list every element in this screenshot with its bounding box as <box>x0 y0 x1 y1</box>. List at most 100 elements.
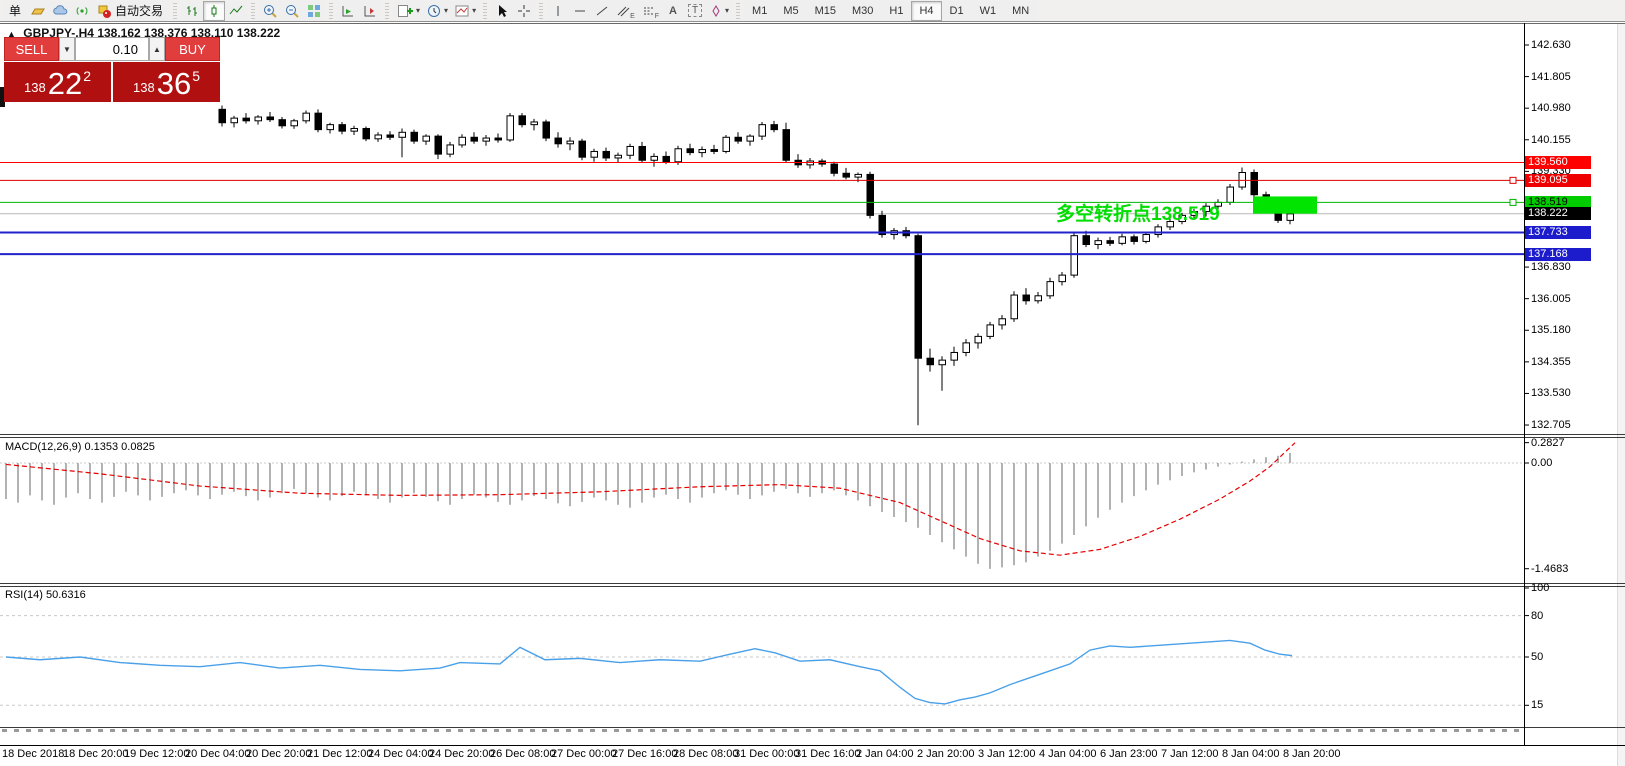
auto-scroll-icon <box>340 3 356 19</box>
channel-tool-button[interactable]: E <box>613 0 638 21</box>
toolbar-separator <box>251 2 256 19</box>
axis-tick-label: 142.630 <box>1531 39 1571 51</box>
buy-price-display[interactable]: 138 36 5 <box>113 62 220 102</box>
trendline-icon <box>594 3 610 19</box>
periods-button[interactable]: ▾ <box>423 0 452 21</box>
timeframe-group: M1 M5 M15 M30 H1 H4 D1 W1 MN <box>744 0 1038 21</box>
cursor-icon <box>494 3 510 19</box>
macd-name: MACD(12,26,9) <box>5 441 82 453</box>
auto-scroll-button[interactable] <box>337 0 360 21</box>
bar-chart-icon <box>184 3 200 19</box>
chevron-down-icon: ▾ <box>444 6 449 15</box>
tile-windows-button[interactable] <box>303 0 326 21</box>
indicators-button[interactable]: ▾ <box>393 0 424 21</box>
chart-overlay: 142.630 141.805 140.980 140.155 139.330 136.8… <box>0 23 1625 766</box>
time-axis-label: 24 Dec 04:00 <box>368 748 434 760</box>
sell-price-display[interactable]: 138 22 2 <box>4 62 111 102</box>
buy-price-int: 138 <box>133 80 155 95</box>
rsi-axis-label: 100 <box>1531 582 1550 594</box>
chart-annotation-text[interactable]: 多空转折点138.519 <box>1056 204 1220 225</box>
axis-tick-label: 136.830 <box>1531 261 1571 274</box>
one-click-trading-widget: SELL ▼ 0.10 ▲ BUY 138 22 2 138 36 5 <box>4 37 220 102</box>
cursor-button[interactable] <box>491 0 514 21</box>
sell-button[interactable]: SELL <box>4 37 59 61</box>
text-tool-icon: A <box>669 4 677 17</box>
templates-button[interactable]: ▾ <box>451 0 480 21</box>
time-axis-label: 20 Dec 20:00 <box>246 748 312 760</box>
zoom-out-button[interactable] <box>281 0 304 21</box>
volume-decrease-button[interactable]: ▼ <box>59 37 75 61</box>
time-axis-label: 3 Jan 12:00 <box>978 748 1036 760</box>
crosshair-button[interactable] <box>513 0 536 21</box>
time-axis-label: 27 Dec 00:00 <box>551 748 617 760</box>
volume-input[interactable]: 0.10 <box>75 37 149 61</box>
new-order-button[interactable]: 单 <box>3 0 28 21</box>
zoom-in-button[interactable] <box>259 0 282 21</box>
rsi-name: RSI(14) <box>5 589 43 601</box>
bar-chart-button[interactable] <box>181 0 204 21</box>
price-badge: 139.560 <box>1525 156 1591 170</box>
timeframe-mn-button[interactable]: MN <box>1004 0 1038 21</box>
gold-bar-icon <box>30 3 46 19</box>
toolbar-separator <box>483 2 488 19</box>
chart-shift-button[interactable] <box>359 0 382 21</box>
timeframe-m15-button[interactable]: M15 <box>806 0 845 21</box>
signal-icon <box>74 3 90 19</box>
price-axis <box>1524 44 1529 706</box>
horizontal-line-tool-button[interactable] <box>569 0 592 21</box>
template-icon <box>454 3 470 19</box>
time-axis-label: 6 Jan 23:00 <box>1100 748 1158 760</box>
timeframe-m1-button[interactable]: M1 <box>744 0 776 21</box>
sell-price-big: 22 <box>47 66 83 102</box>
buy-button[interactable]: BUY <box>165 37 220 61</box>
axis-tick-label: 132.705 <box>1531 419 1571 432</box>
window-grip[interactable] <box>0 87 5 107</box>
macd-label: MACD(12,26,9) 0.1353 0.0825 <box>5 441 155 453</box>
rsi-axis-label: 80 <box>1531 609 1544 622</box>
price-badge: 137.733 <box>1525 226 1591 239</box>
arrows-tool-button[interactable]: ▾ <box>706 0 733 21</box>
candlestick-series <box>218 105 1294 426</box>
buy-price-big: 36 <box>156 66 192 102</box>
timeframe-d1-button[interactable]: D1 <box>941 0 972 21</box>
timeframe-h4-button[interactable]: H4 <box>911 0 942 21</box>
axis-tick-label: 136.005 <box>1531 292 1571 305</box>
timeframe-m5-button[interactable]: M5 <box>775 0 807 21</box>
arrow-up-icon: ▲ <box>153 44 161 54</box>
signals-button[interactable] <box>71 0 94 21</box>
trendline-tool-button[interactable] <box>591 0 614 21</box>
chevron-down-icon: ▾ <box>725 6 730 15</box>
chart-area[interactable]: 142.630 141.805 140.980 140.155 139.330 136.8… <box>0 23 1625 766</box>
line-chart-icon <box>228 3 244 19</box>
channel-icon <box>616 3 632 19</box>
cloud-icon <box>52 3 68 19</box>
horizontal-level-lines <box>0 162 1524 256</box>
toolbar-separator <box>736 2 741 19</box>
volume-increase-button[interactable]: ▲ <box>149 37 165 61</box>
timeframe-w1-button[interactable]: W1 <box>971 0 1005 21</box>
candlestick-icon <box>206 3 222 19</box>
axis-tick-label: 135.180 <box>1531 324 1571 337</box>
line-chart-button[interactable] <box>225 0 248 21</box>
publish-button[interactable] <box>49 0 72 21</box>
vertical-line-tool-button[interactable] <box>547 0 570 21</box>
time-axis-label: 18 Dec 2018 <box>2 748 65 760</box>
fibonacci-tool-button[interactable]: F <box>637 0 663 21</box>
candlestick-chart-button[interactable] <box>203 0 226 21</box>
text-tool-button[interactable]: A <box>662 0 685 21</box>
macd-values: 0.1353 0.0825 <box>84 441 155 453</box>
timeframe-h1-button[interactable]: H1 <box>881 0 912 21</box>
rsi-panel-lines <box>0 615 1524 706</box>
macd-signal-line <box>5 442 1296 556</box>
timeframe-m30-button[interactable]: M30 <box>844 0 882 21</box>
price-badge: 137.168 <box>1525 247 1591 261</box>
collapse-triangle-icon[interactable]: ▲ <box>7 29 16 39</box>
label-tool-button[interactable]: T <box>684 0 707 21</box>
axis-tick-label: 141.805 <box>1531 70 1571 83</box>
gold-button[interactable] <box>27 0 50 21</box>
sell-price-sup: 2 <box>83 68 91 84</box>
chart-shift-icon <box>362 3 378 19</box>
rsi-line <box>5 639 1293 705</box>
horizontal-line-icon <box>572 3 588 19</box>
autotrading-button[interactable]: 自动交易 <box>93 0 170 21</box>
